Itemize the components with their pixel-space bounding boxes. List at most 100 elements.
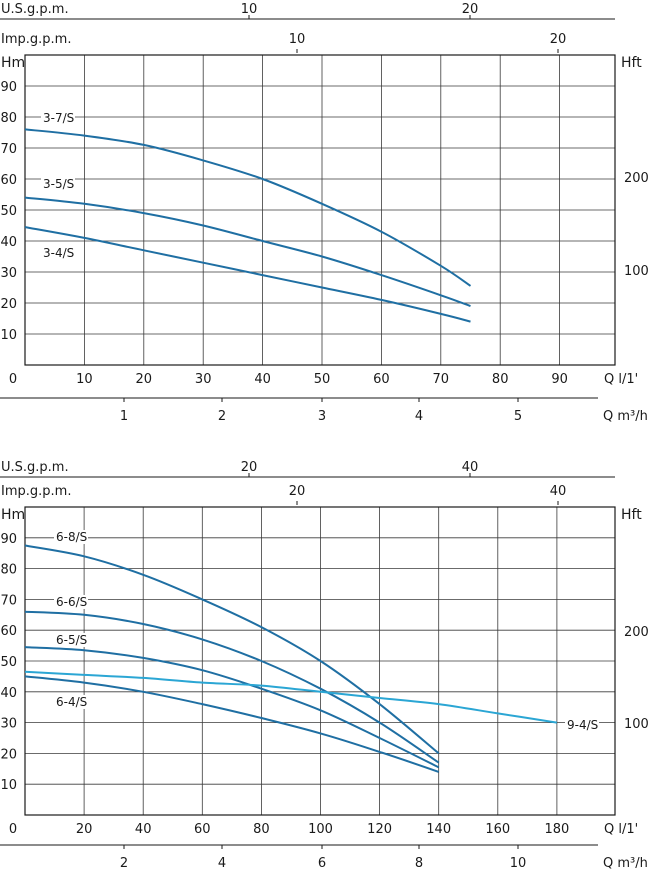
- hm-tick-label: 60: [0, 624, 17, 639]
- hft-axis-label: Hft: [621, 507, 642, 523]
- curve-3-7-S: [24, 128, 472, 287]
- q-m3h-axis-label: Q m³/h: [603, 856, 648, 871]
- us-gpm-tick-label: 20: [241, 460, 258, 475]
- curve-label-bg: [565, 718, 599, 732]
- curve-6-4-S: [24, 675, 440, 773]
- q-l-axis-label: Q l/1': [604, 822, 638, 837]
- curve-label-3-7-S: 3-7/S: [43, 111, 74, 125]
- q-m3h-tick-label: 2: [218, 409, 226, 424]
- hm-axis-label: Hm: [1, 507, 25, 523]
- q-l-tick-label: 80: [492, 372, 509, 387]
- us-gpm-tick-label: 20: [462, 2, 479, 17]
- q-l-tick-label: 0: [9, 822, 17, 837]
- curve-label-6-4-S: 6-4/S: [56, 695, 87, 709]
- q-m3h-tick-label: 6: [318, 856, 326, 871]
- curve-label-bg: [54, 530, 88, 544]
- q-l-tick-label: 10: [76, 372, 93, 387]
- hm-tick-label: 90: [0, 532, 17, 547]
- q-l-tick-label: 20: [136, 372, 153, 387]
- q-m3h-tick-label: 4: [415, 409, 423, 424]
- hm-tick-label: 40: [0, 235, 17, 250]
- plot-frame: [24, 54, 616, 366]
- curve-label-3-4-S: 3-4/S: [43, 246, 74, 260]
- q-l-tick-label: 60: [373, 372, 390, 387]
- q-m3h-axis-label: Q m³/h: [603, 409, 648, 424]
- curve-6-5-S: [24, 646, 440, 769]
- us-gpm-tick-label: 10: [241, 2, 258, 17]
- curve-label-9-4-S: 9-4/S: [567, 718, 598, 732]
- us-gpm-label: U.S.g.p.m.: [1, 2, 69, 17]
- curve-9-4-S: [24, 670, 558, 724]
- q-l-tick-label: 70: [433, 372, 450, 387]
- q-m3h-tick-label: 1: [120, 409, 128, 424]
- q-m3h-tick-label: 5: [514, 409, 522, 424]
- q-l-tick-label: 20: [76, 822, 93, 837]
- q-m3h-tick-label: 2: [120, 856, 128, 871]
- imp-gpm-tick-label: 10: [289, 32, 306, 47]
- us-gpm-tick-label: 40: [462, 460, 479, 475]
- hft-tick-label: 200: [624, 625, 649, 640]
- hm-tick-label: 60: [0, 173, 17, 188]
- curve-label-6-8-S: 6-8/S: [56, 530, 87, 544]
- hm-tick-label: 20: [0, 297, 17, 312]
- curve-3-4-S: [24, 226, 471, 323]
- q-l-tick-label: 120: [367, 822, 392, 837]
- q-m3h-tick-label: 3: [318, 409, 326, 424]
- hft-tick-label: 100: [624, 264, 649, 279]
- q-l-tick-label: 180: [544, 822, 569, 837]
- curve-label-3-5-S: 3-5/S: [43, 177, 74, 191]
- imp-gpm-label: Imp.g.p.m.: [1, 32, 71, 47]
- hm-tick-label: 80: [0, 111, 17, 126]
- hm-tick-label: 10: [0, 328, 17, 343]
- q-l-tick-label: 90: [551, 372, 568, 387]
- imp-gpm-tick-label: 20: [289, 484, 306, 499]
- q-l-tick-label: 60: [194, 822, 211, 837]
- q-l-tick-label: 80: [253, 822, 270, 837]
- curve-3-5-S: [24, 196, 471, 308]
- hm-tick-label: 40: [0, 686, 17, 701]
- us-gpm-label: U.S.g.p.m.: [1, 460, 69, 475]
- imp-gpm-tick-label: 40: [550, 484, 567, 499]
- imp-gpm-tick-label: 20: [550, 32, 567, 47]
- q-m3h-tick-label: 8: [415, 856, 423, 871]
- imp-gpm-label: Imp.g.p.m.: [1, 484, 71, 499]
- hm-tick-label: 90: [0, 80, 17, 95]
- curve-6-6-S: [24, 610, 440, 764]
- hft-tick-label: 100: [624, 717, 649, 732]
- hm-tick-label: 70: [0, 593, 17, 608]
- hm-tick-label: 80: [0, 563, 17, 578]
- q-l-tick-label: 50: [314, 372, 331, 387]
- hm-tick-label: 10: [0, 778, 17, 793]
- curve-label-6-6-S: 6-6/S: [56, 595, 87, 609]
- hm-tick-label: 20: [0, 747, 17, 762]
- q-l-tick-label: 40: [135, 822, 152, 837]
- hft-axis-label: Hft: [621, 55, 642, 71]
- hft-tick-label: 200: [624, 171, 649, 186]
- hm-tick-label: 30: [0, 717, 17, 732]
- q-l-tick-label: 100: [308, 822, 333, 837]
- curve-6-8-S: [24, 544, 440, 755]
- q-l-tick-label: 140: [426, 822, 451, 837]
- curve-label-bg: [41, 246, 75, 260]
- curve-label-bg: [54, 595, 88, 609]
- curve-label-6-5-S: 6-5/S: [56, 633, 87, 647]
- q-l-tick-label: 160: [485, 822, 510, 837]
- hm-tick-label: 30: [0, 266, 17, 281]
- q-m3h-tick-label: 10: [510, 856, 527, 871]
- q-l-tick-label: 30: [195, 372, 212, 387]
- hm-tick-label: 50: [0, 204, 17, 219]
- q-l-axis-label: Q l/1': [604, 372, 638, 387]
- plot-frame: [24, 506, 616, 816]
- q-m3h-tick-label: 4: [218, 856, 226, 871]
- q-l-tick-label: 40: [254, 372, 271, 387]
- hm-axis-label: Hm: [1, 55, 25, 71]
- curve-label-bg: [41, 177, 75, 191]
- curve-label-bg: [54, 695, 88, 709]
- q-l-tick-label: 0: [9, 372, 17, 387]
- hm-tick-label: 70: [0, 142, 17, 157]
- curve-label-bg: [41, 111, 75, 125]
- hm-tick-label: 50: [0, 655, 17, 670]
